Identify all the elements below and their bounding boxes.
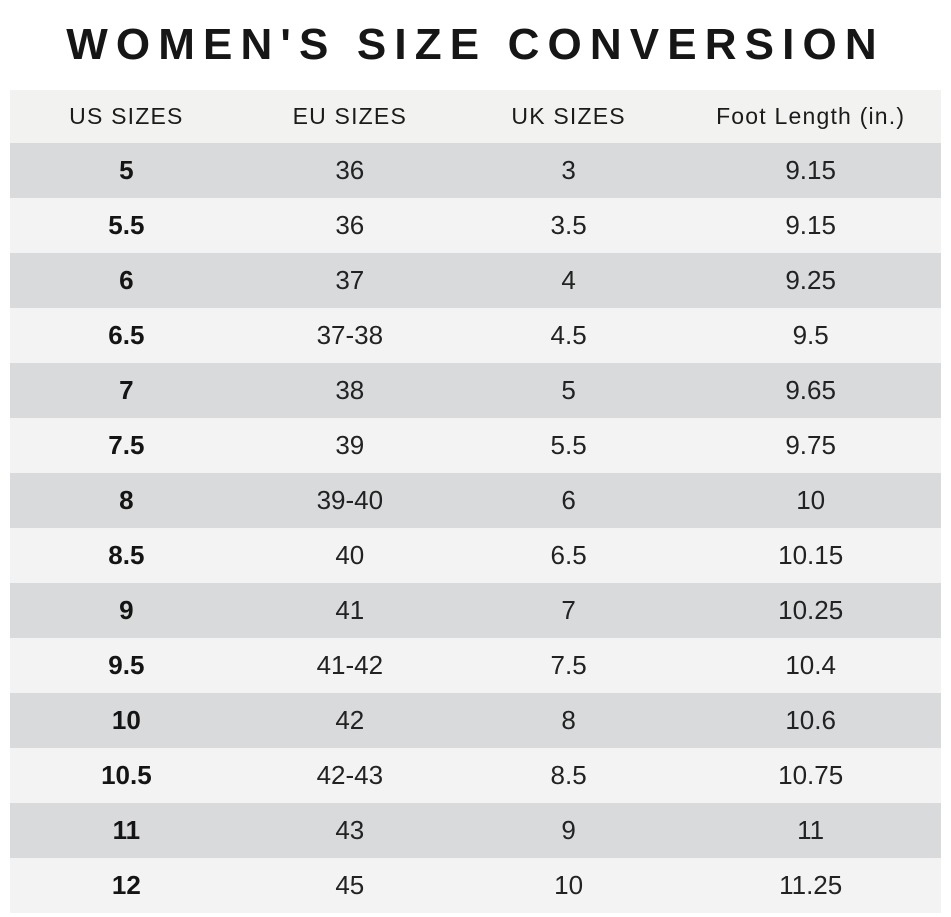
cell-foot-length: 10.4 (785, 650, 836, 680)
cell-eu-size: 37-38 (316, 320, 384, 350)
cell-us-size: 10.5 (101, 760, 152, 790)
cell-eu-size: 43 (335, 815, 365, 845)
cell-uk-size: 3 (561, 155, 576, 185)
cell-uk-size: 5.5 (550, 430, 587, 460)
cell-eu-size: 39-40 (316, 485, 384, 515)
cell-foot-length: 9.75 (785, 430, 836, 460)
cell-uk-size: 4 (561, 265, 576, 295)
cell-foot-length: 10.75 (778, 760, 844, 790)
table-header-row: US SIZES EU SIZES UK SIZES Foot Length (… (10, 90, 941, 143)
cell-uk-size: 6.5 (550, 540, 587, 570)
cell-eu-size: 36 (335, 210, 365, 240)
table-row: 10 42 8 10.6 (10, 693, 941, 748)
cell-uk-size: 4.5 (550, 320, 587, 350)
cell-us-size: 6 (119, 265, 134, 295)
cell-uk-size: 6 (561, 485, 576, 515)
table-row: 7 38 5 9.65 (10, 363, 941, 418)
cell-uk-size: 7 (561, 595, 576, 625)
cell-eu-size: 41 (335, 595, 365, 625)
table-row: 8.5 40 6.5 10.15 (10, 528, 941, 583)
table-row: 6.5 37-38 4.5 9.5 (10, 308, 941, 363)
cell-foot-length: 10 (796, 485, 826, 515)
cell-foot-length: 10.6 (785, 705, 836, 735)
cell-uk-size: 5 (561, 375, 576, 405)
cell-foot-length: 9.15 (785, 155, 836, 185)
cell-uk-size: 3.5 (550, 210, 587, 240)
cell-foot-length: 9.25 (785, 265, 836, 295)
table-row: 12 45 10 11.25 (10, 858, 941, 913)
table-body: 5 36 3 9.15 5.5 36 3.5 9.15 6 37 4 9.25 … (10, 143, 941, 913)
column-header-eu-sizes: EU SIZES (242, 90, 457, 143)
cell-foot-length: 9.5 (792, 320, 829, 350)
cell-eu-size: 41-42 (316, 650, 384, 680)
cell-eu-size: 42 (335, 705, 365, 735)
cell-eu-size: 39 (335, 430, 365, 460)
cell-us-size: 12 (111, 870, 141, 900)
table-row: 5 36 3 9.15 (10, 143, 941, 198)
page-title: WOMEN'S SIZE CONVERSION (66, 20, 885, 69)
cell-us-size: 5.5 (108, 210, 145, 240)
cell-foot-length: 11 (797, 815, 825, 845)
cell-us-size: 8.5 (108, 540, 145, 570)
table-row: 7.5 39 5.5 9.75 (10, 418, 941, 473)
cell-uk-size: 8.5 (550, 760, 587, 790)
cell-uk-size: 9 (561, 815, 576, 845)
cell-eu-size: 40 (335, 540, 365, 570)
cell-us-size: 5 (119, 155, 134, 185)
cell-foot-length: 11.25 (779, 870, 843, 900)
size-conversion-table: US SIZES EU SIZES UK SIZES Foot Length (… (10, 90, 941, 913)
cell-foot-length: 9.65 (785, 375, 836, 405)
cell-us-size: 10 (111, 705, 141, 735)
cell-us-size: 6.5 (108, 320, 145, 350)
table-row: 9.5 41-42 7.5 10.4 (10, 638, 941, 693)
cell-eu-size: 37 (335, 265, 365, 295)
cell-us-size: 7.5 (108, 430, 145, 460)
column-header-foot-length: Foot Length (in.) (680, 90, 941, 143)
table-row: 6 37 4 9.25 (10, 253, 941, 308)
cell-foot-length: 10.25 (778, 595, 844, 625)
column-header-uk-sizes: UK SIZES (456, 90, 681, 143)
cell-foot-length: 10.15 (778, 540, 844, 570)
cell-uk-size: 8 (561, 705, 576, 735)
cell-us-size: 8 (119, 485, 134, 515)
cell-uk-size: 7.5 (550, 650, 587, 680)
cell-eu-size: 38 (335, 375, 365, 405)
cell-eu-size: 42-43 (316, 760, 384, 790)
table-row: 5.5 36 3.5 9.15 (10, 198, 941, 253)
table-row: 9 41 7 10.25 (10, 583, 941, 638)
table-row: 10.5 42-43 8.5 10.75 (10, 748, 941, 803)
cell-us-size: 9.5 (108, 650, 145, 680)
column-header-us-sizes: US SIZES (10, 90, 243, 143)
cell-eu-size: 36 (335, 155, 365, 185)
cell-uk-size: 10 (554, 870, 584, 900)
table-row: 8 39-40 6 10 (10, 473, 941, 528)
cell-foot-length: 9.15 (785, 210, 836, 240)
cell-us-size: 9 (119, 595, 134, 625)
cell-eu-size: 45 (335, 870, 365, 900)
table-row: 11 43 9 11 (10, 803, 941, 858)
cell-us-size: 11 (112, 815, 141, 845)
cell-us-size: 7 (119, 375, 134, 405)
